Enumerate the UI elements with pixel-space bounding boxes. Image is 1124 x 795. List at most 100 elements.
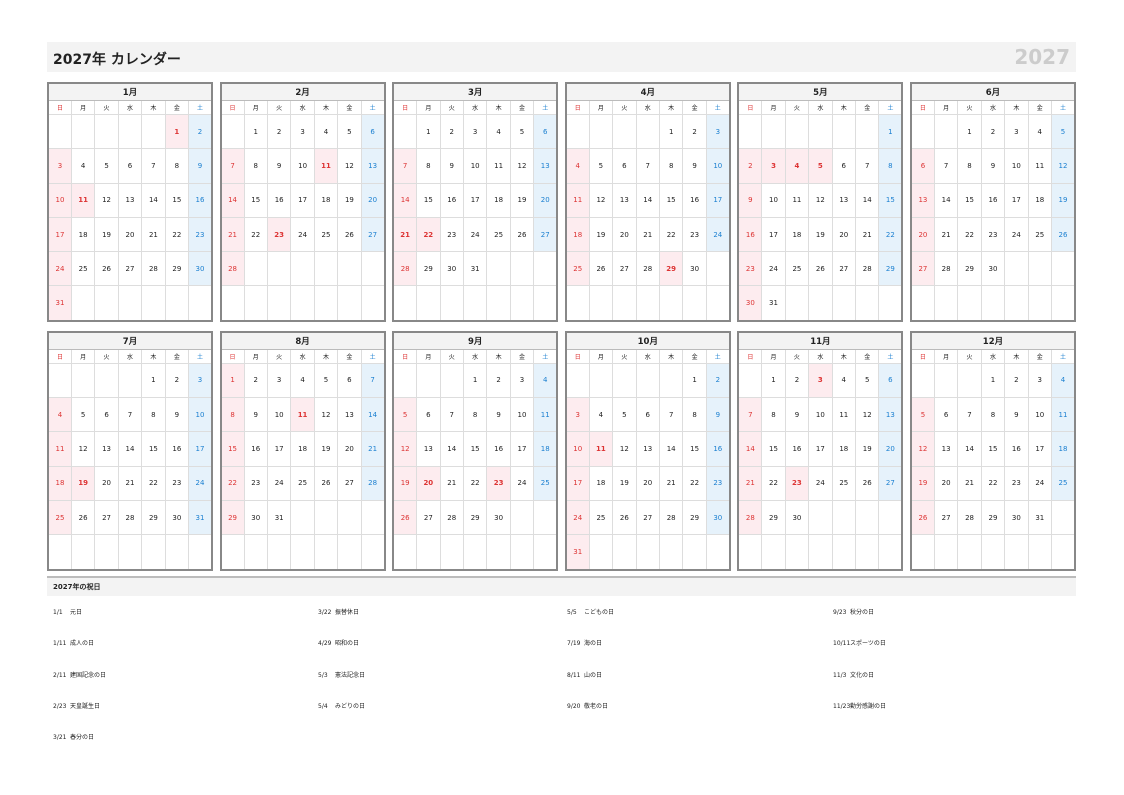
weekday: 月 [416,348,441,364]
day: 5 [612,397,637,433]
weekday: 金 [509,100,535,115]
day: 5 [70,397,96,433]
day: 18 [70,216,96,253]
day: 24 [47,251,72,287]
day: 17 [462,182,488,218]
day: 5 [588,148,614,184]
holiday-item: 5/5 こどもの日 [567,609,614,617]
week-row [565,285,731,322]
day: 13 [831,182,856,218]
empty-cell [462,534,488,571]
weekday: 火 [957,100,982,115]
day: 25 [47,499,72,536]
header: 2027年 カレンダー 2027 [47,42,1076,72]
empty-cell [565,362,590,399]
weekday-row: 日月火水木金土 [737,348,903,364]
week-row: 15 16 17 18 19 20 21 [220,431,386,467]
empty-cell [910,285,935,322]
day: 27 [337,465,362,501]
week-row: 28 29 30 31 [392,251,558,287]
empty-cell [94,285,119,322]
day: 2 [980,113,1006,150]
day: 12 [70,431,96,467]
weekday: 土 [360,348,386,364]
empty-cell [313,534,339,571]
holiday-date: 5/5 [567,609,577,616]
week-row: 18 19 20 21 22 23 24 [47,465,213,501]
month-header-row: 5月 [738,83,903,101]
day: 27 [94,499,119,536]
day: 18 [47,465,72,501]
day: 24 [266,465,292,501]
holiday-item: 11/23勤労感謝の日 [833,703,886,711]
week-row: 4 5 6 7 8 9 10 [47,397,213,433]
day: 15 [658,182,684,218]
empty-cell [220,113,245,150]
empty-cell [1004,251,1029,287]
day: 16 [1004,431,1029,467]
day: 7 [220,148,245,184]
day: 10 [266,397,292,433]
day: 16 [188,182,213,218]
weekday: 金 [854,348,880,364]
month-title: 9月 [393,331,558,350]
weekday: 月 [761,100,786,115]
day: 16 [439,182,464,218]
month-title: 1月 [48,83,212,101]
day: 29 [980,499,1006,536]
weekday: 水 [290,348,315,364]
day: 19 [1050,182,1076,218]
week-row: 14 15 16 17 18 19 20 [220,182,386,218]
empty-cell [808,113,833,150]
day: 8 [878,148,903,184]
day: 3 [47,148,72,184]
day: 16 [980,182,1006,218]
week-row [392,534,558,571]
weekday: 月 [588,348,614,364]
empty-cell [266,285,292,322]
day: 1 [682,362,707,399]
weekday: 日 [220,100,245,115]
day: 20 [933,465,959,501]
weekday: 月 [933,100,959,115]
day: 12 [808,182,833,218]
month: 12月日月火水木金土 1 2 3 4 5 6 7 8 9 10 11 12 13 14 15 16 17 18 19 2… [909,330,1076,571]
day: 16 [705,431,731,467]
day: 16 [164,431,190,467]
day: 19 [94,216,119,253]
week-row: 26 27 28 29 30 [392,499,558,536]
day: 22 [462,465,488,501]
week-row: 4 5 6 7 8 9 10 [565,148,731,184]
empty-cell [658,534,684,571]
week-row: 28 [220,251,386,287]
empty-cell [392,534,418,571]
week-row: 10 11 12 13 14 15 16 [47,182,213,218]
day: 1 [878,113,903,150]
empty-cell [705,534,731,571]
empty-cell [141,534,166,571]
day: 26 [588,251,614,287]
day: 1 [243,113,268,150]
month-header-row: 8月 [220,331,385,350]
month-header-row: 2月 [220,83,385,101]
weekday: 日 [565,348,590,364]
holiday-item: 1/11 成人の日 [53,640,94,648]
month-header-row: 1月 [48,83,212,101]
day: 10 [565,431,590,467]
day: 1 [141,362,166,399]
day: 15 [682,431,707,467]
day: 20 [612,216,637,253]
month: 3月日月火水木金土 1 2 3 4 5 6 7 8 9 10 11 12 13 14 15 16 17 18 19 20… [392,82,559,322]
week-row: 27 28 29 30 [910,251,1076,287]
day: 30 [188,251,213,287]
weekday: 日 [47,100,72,115]
holiday-date: 9/20 [567,702,581,710]
day: 9 [243,397,268,433]
day: 11 [1027,148,1053,184]
weekday: 木 [658,348,684,364]
day: 12 [392,431,418,467]
day: 18 [831,431,856,467]
week-row: 23 24 25 26 27 28 29 [737,251,903,287]
